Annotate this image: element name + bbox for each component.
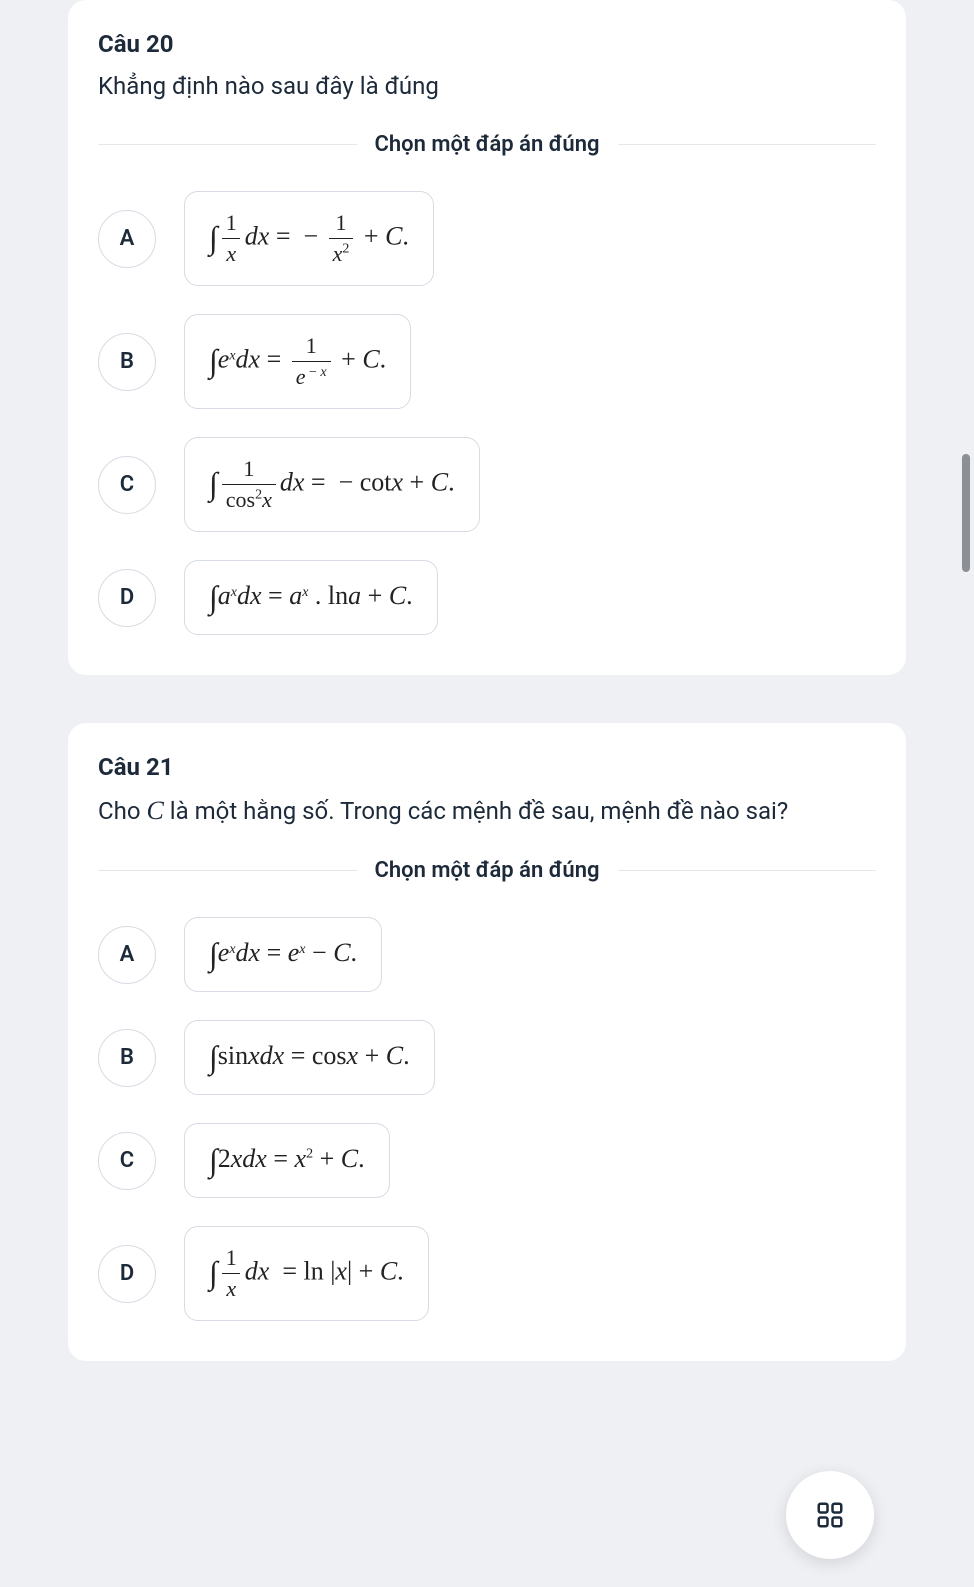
divider: Chọn một đáp án đúng xyxy=(98,132,876,157)
option-letter[interactable]: C xyxy=(98,1132,156,1190)
prompt-text-before: Cho xyxy=(98,797,146,825)
fab-grid-button[interactable] xyxy=(786,1471,874,1559)
prompt-text-after: là một hằng số. Trong các mệnh đề sau, m… xyxy=(164,797,788,825)
option-math[interactable]: ∫axdx = ax . lna + C. xyxy=(184,560,438,635)
divider-line xyxy=(98,870,357,871)
question-title: Câu 20 xyxy=(98,30,876,58)
option-math[interactable]: ∫2xdx = x2 + C. xyxy=(184,1123,390,1198)
question-prompt: Cho C là một hằng số. Trong các mệnh đề … xyxy=(98,791,876,830)
option-a[interactable]: A ∫1xdx = − 1x2 + C. xyxy=(98,191,876,286)
question-prompt: Khẳng định nào sau đây là đúng xyxy=(98,68,876,104)
divider-line xyxy=(618,870,877,871)
option-math[interactable]: ∫exdx = ex − C. xyxy=(184,917,382,992)
option-letter[interactable]: A xyxy=(98,210,156,268)
option-a[interactable]: A ∫exdx = ex − C. xyxy=(98,917,876,992)
divider: Chọn một đáp án đúng xyxy=(98,858,876,883)
option-math[interactable]: ∫exdx = 1e − x + C. xyxy=(184,314,411,409)
option-d[interactable]: D ∫axdx = ax . lna + C. xyxy=(98,560,876,635)
option-letter[interactable]: B xyxy=(98,333,156,391)
option-c[interactable]: C ∫2xdx = x2 + C. xyxy=(98,1123,876,1198)
question-card-20: Câu 20 Khẳng định nào sau đây là đúng Ch… xyxy=(68,0,906,675)
option-letter[interactable]: D xyxy=(98,569,156,627)
divider-label: Chọn một đáp án đúng xyxy=(357,132,618,157)
option-b[interactable]: B ∫sinxdx = cosx + C. xyxy=(98,1020,876,1095)
prompt-math-c: C xyxy=(146,796,163,825)
option-math[interactable]: ∫1xdx = ln |x| + C. xyxy=(184,1226,429,1321)
scrollbar-thumb[interactable] xyxy=(962,454,970,572)
question-card-21: Câu 21 Cho C là một hằng số. Trong các m… xyxy=(68,723,906,1361)
option-d[interactable]: D ∫1xdx = ln |x| + C. xyxy=(98,1226,876,1321)
option-letter[interactable]: A xyxy=(98,926,156,984)
option-b[interactable]: B ∫exdx = 1e − x + C. xyxy=(98,314,876,409)
option-math[interactable]: ∫sinxdx = cosx + C. xyxy=(184,1020,435,1095)
divider-line xyxy=(98,144,357,145)
option-math[interactable]: ∫1xdx = − 1x2 + C. xyxy=(184,191,434,286)
option-letter[interactable]: C xyxy=(98,456,156,514)
question-title: Câu 21 xyxy=(98,753,876,781)
option-c[interactable]: C ∫1cos2xdx = − cotx + C. xyxy=(98,437,876,532)
option-letter[interactable]: B xyxy=(98,1029,156,1087)
option-math[interactable]: ∫1cos2xdx = − cotx + C. xyxy=(184,437,480,532)
divider-label: Chọn một đáp án đúng xyxy=(357,858,618,883)
option-letter[interactable]: D xyxy=(98,1245,156,1303)
grid-icon xyxy=(815,1500,845,1530)
divider-line xyxy=(618,144,877,145)
